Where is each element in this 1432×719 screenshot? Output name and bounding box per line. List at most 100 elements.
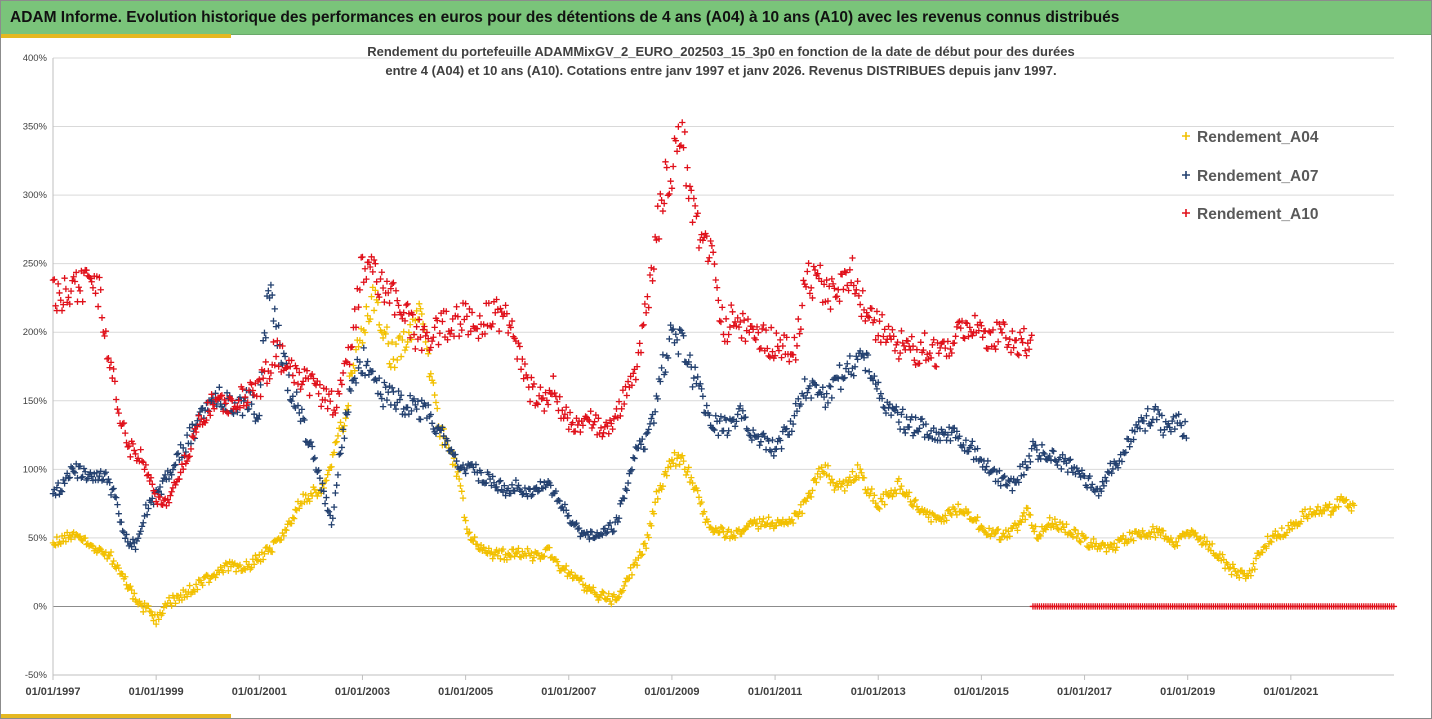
rendement-a07-point [680, 332, 687, 339]
rendement-a07-point [475, 477, 482, 485]
rendement-a07-point [1098, 487, 1105, 495]
rendement-a10-point [898, 327, 905, 335]
rendement-a04-point [1120, 532, 1127, 539]
rendement-a10-point [466, 305, 473, 313]
rendement-a04-point [324, 471, 331, 478]
rendement-a10-point [849, 254, 856, 262]
rendement-a04-point [876, 505, 883, 513]
rendement-a10-point [863, 309, 870, 316]
rendement-a07-point [189, 421, 196, 428]
rendement-a07-point [67, 463, 75, 470]
rendement-a10-point [119, 420, 126, 428]
rendement-a10-point [508, 317, 516, 325]
rendement-a04-point [259, 556, 267, 563]
rendement-a10-point [673, 148, 681, 155]
rendement-a07-point [408, 407, 415, 415]
rendement-a07-point [1065, 457, 1073, 464]
rendement-a10-point [991, 342, 998, 350]
rendement-a10-point [462, 300, 469, 307]
rendement-a04-point [470, 537, 477, 545]
rendement-a10-point [907, 346, 914, 354]
rendement-a04-point [553, 558, 561, 565]
rendement-a04-point [363, 303, 370, 310]
rendement-a07-point [98, 477, 106, 484]
rendement-a04-point [927, 518, 935, 526]
rendement-a10-point [446, 330, 454, 338]
rendement-a10-point [597, 424, 605, 432]
rendement-a10-point [529, 383, 536, 391]
rendement-a10-point [538, 395, 545, 403]
rendement-a04-point [1337, 493, 1345, 500]
rendement-a07-point [299, 415, 307, 422]
rendement-a07-point [899, 406, 906, 413]
rendement-a07-point [864, 351, 872, 359]
rendement-a10-point [541, 407, 548, 415]
rendement-a10-point [61, 274, 68, 282]
rendement-a10-point [764, 345, 771, 352]
rendement-a10-point [92, 290, 99, 297]
rendement-a10-point [502, 302, 509, 309]
accent-bar-bottom [1, 714, 231, 718]
rendement-a04-point [372, 287, 379, 294]
rendement-a07-point [599, 531, 606, 539]
rendement-a10-point [395, 302, 402, 309]
rendement-a04-point [639, 551, 646, 558]
rendement-a07-point [637, 441, 645, 448]
rendement-a10-point [680, 144, 687, 151]
rendement-a10-point [444, 336, 451, 343]
rendement-a10-point [361, 265, 369, 272]
rendement-a04-point [88, 542, 95, 549]
rendement-a10-point [430, 334, 437, 341]
rendement-a10-point [98, 314, 106, 321]
rendement-a04-point [455, 475, 463, 483]
rendement-a04-point [1049, 520, 1056, 527]
rendement-a07-point [109, 486, 116, 493]
rendement-a10-point [840, 286, 847, 293]
rendement-a04-point [1152, 534, 1159, 541]
rendement-a10-point [94, 303, 102, 310]
y-tick-label: 200% [23, 327, 48, 338]
rendement-a07-point [712, 412, 719, 419]
rendement-a10-point [96, 274, 103, 281]
rendement-a10-point [809, 294, 816, 302]
rendement-a10-point [694, 210, 701, 217]
rendement-a10-point [623, 392, 630, 399]
rendement-a07-point [52, 491, 59, 499]
rendement-a04-point [82, 534, 89, 542]
rendement-a04-point [684, 468, 691, 475]
rendement-a07-point [690, 374, 698, 382]
rendement-a04-point [688, 474, 695, 481]
rendement-a04-point [53, 533, 61, 541]
rendement-a07-point [281, 353, 289, 360]
rendement-a07-point [63, 470, 71, 477]
rendement-a07-point [820, 393, 828, 401]
rendement-a10-point [57, 297, 64, 304]
rendement-a04-point [561, 566, 569, 574]
rendement-a04-point [486, 550, 494, 557]
x-tick-label: 01/01/2017 [1057, 686, 1112, 698]
rendement-a10-point [328, 388, 335, 395]
rendement-a07-point [1141, 427, 1149, 435]
rendement-a10-point [676, 143, 683, 150]
rendement-a10-point [337, 377, 344, 384]
rendement-a04-point [942, 512, 949, 519]
x-tick-label: 01/01/2019 [1160, 686, 1215, 698]
rendement-a07-point [183, 431, 191, 439]
rendement-a04-point [907, 498, 914, 505]
rendement-a10-point [864, 313, 872, 320]
rendement-a10-point [1025, 346, 1033, 353]
rendement-a07-point [204, 407, 211, 414]
rendement-a07-point [887, 411, 895, 419]
x-tick-label: 01/01/1997 [25, 686, 80, 698]
rendement-a04-point [864, 486, 872, 493]
rendement-a10-point [762, 326, 770, 334]
rendement-a07-point [352, 379, 360, 387]
rendement-a04-point [721, 534, 728, 541]
rendement-a10-point [655, 235, 663, 243]
rendement-a04-point [106, 552, 113, 559]
rendement-a04-point [1236, 574, 1243, 581]
rendement-a07-point [307, 438, 315, 446]
rendement-a10-point [448, 327, 455, 334]
rendement-a10-point [417, 334, 424, 341]
rendement-a07-point [916, 425, 923, 432]
